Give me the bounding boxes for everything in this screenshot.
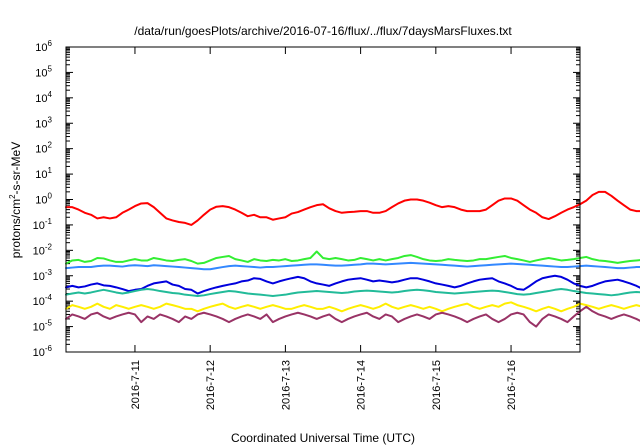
series-line	[65, 261, 640, 271]
series-group	[65, 190, 640, 328]
y-axis-label-rest: -s-sr-MeV	[9, 142, 23, 195]
y-axis-label-base: protons/cm	[9, 199, 23, 258]
series-line	[65, 274, 640, 295]
y-tick-label: 102	[35, 141, 52, 156]
y-tick-label: 100	[35, 192, 52, 207]
y-tick-label: 105	[35, 64, 52, 79]
series-line	[65, 250, 640, 265]
plot-frame	[65, 46, 581, 353]
y-tick-label: 106	[35, 39, 52, 54]
x-tick-labels: 2016-7-11 2016-7-12 2016-7-13 2016-7-14 2016…	[130, 360, 518, 410]
series-line	[65, 305, 640, 328]
series-line	[65, 190, 640, 226]
x-tick-label: 2016-7-16	[506, 360, 518, 410]
y-tick-label: 101	[35, 166, 52, 181]
x-tick-label: 2016-7-11	[130, 360, 142, 409]
y-tick-labels: 10-6 10-5 10-4 10-3 10-2 10-1 100 101 102 103 104 1…	[33, 39, 53, 359]
series-line	[65, 301, 640, 313]
y-tick-label: 10-5	[33, 319, 53, 334]
x-axis-label: Coordinated Universal Time (UTC)	[231, 431, 415, 445]
y-axis-label: protons/cm2-s-sr-MeV	[8, 142, 23, 258]
x-tick-label: 2016-7-13	[280, 360, 292, 410]
x-tick-label: 2016-7-15	[431, 360, 443, 410]
y-tick-label: 10-1	[33, 217, 53, 232]
y-tick-label: 10-2	[33, 242, 53, 257]
x-tick-label: 2016-7-14	[356, 360, 368, 410]
y-axis-label-sup: 2	[8, 194, 17, 199]
y-tick-label: 10-6	[33, 344, 53, 359]
y-tick-label: 103	[35, 115, 52, 130]
y-tick-label: 104	[35, 90, 52, 105]
y-tick-label: 10-4	[33, 293, 53, 308]
x-tick-label: 2016-7-12	[205, 360, 217, 410]
series-line	[65, 288, 640, 297]
chart-title: /data/run/goesPlots/archive/2016-07-16/f…	[134, 24, 512, 38]
y-tick-label: 10-3	[33, 268, 53, 283]
axis-ticks	[66, 46, 580, 353]
